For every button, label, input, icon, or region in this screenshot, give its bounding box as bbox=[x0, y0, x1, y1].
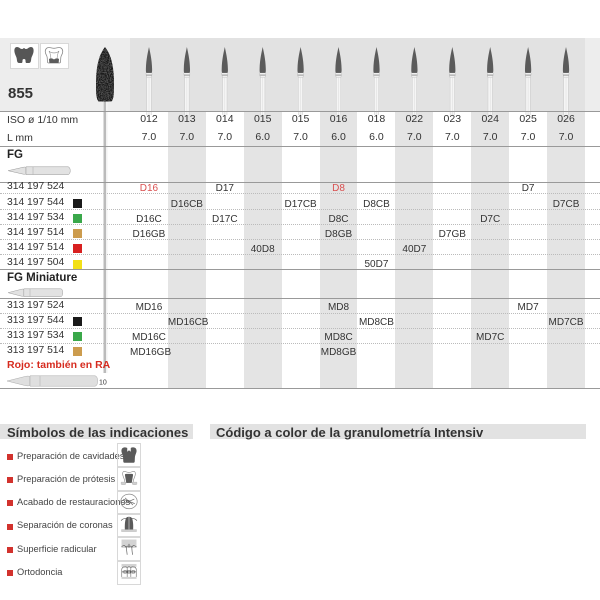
svg-text:10: 10 bbox=[99, 380, 107, 387]
